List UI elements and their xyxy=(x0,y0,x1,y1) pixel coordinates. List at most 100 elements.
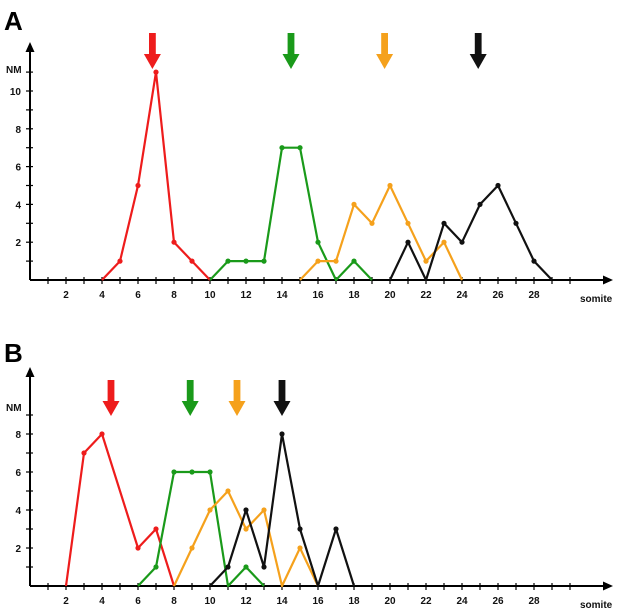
panel-b-x-axis-label: somite xyxy=(580,600,613,610)
panel-b-x-tick-label: 8 xyxy=(171,596,177,607)
panel-b-series-3-point xyxy=(225,488,231,494)
panel-b-label: B xyxy=(4,338,23,368)
panel-a-series-3-point xyxy=(369,220,375,226)
panel-a-label: A xyxy=(4,6,23,36)
panel-b-arrow-4 xyxy=(273,380,291,416)
panel-a-x-tick-label: 16 xyxy=(312,290,324,301)
panel-a-x-tick-label: 18 xyxy=(348,290,360,301)
panel-a-series-4-point xyxy=(477,201,483,207)
panel-a-x-tick-label: 20 xyxy=(384,290,396,301)
panel-b-x-tick-label: 2 xyxy=(63,596,69,607)
panel-b-series-4-point xyxy=(279,431,285,437)
panel-b-arrow-2 xyxy=(181,380,199,416)
panel-b-series-4-point xyxy=(261,564,267,570)
panel-a-series-2-point xyxy=(225,258,231,264)
panel-a-series-3-point xyxy=(351,201,357,207)
panel-b-x-tick-label: 6 xyxy=(135,596,141,607)
panel-b-x-tick-label: 16 xyxy=(312,596,324,607)
panel-a-y-tick-label: 10 xyxy=(10,87,22,98)
panel-a-series-3-point xyxy=(423,258,429,264)
panel-b-series-4-point xyxy=(297,526,303,532)
panel-b-x-tick-label: 4 xyxy=(99,596,105,607)
panel-a-series-1-point xyxy=(153,69,159,75)
panel-a-series-2-point xyxy=(243,258,249,264)
panel-a-arrow-3 xyxy=(376,33,394,69)
panel-b-series-4-point xyxy=(243,507,249,513)
panel-a-series-line-1 xyxy=(101,70,211,281)
panel-a-x-tick-label: 14 xyxy=(276,290,288,301)
panel-b-series-2-point xyxy=(243,564,249,570)
panel-b-x-tick-label: 26 xyxy=(492,596,504,607)
panel-a-series-3-point xyxy=(387,182,393,189)
panel-b-series-line-4 xyxy=(209,432,356,588)
panel-a-y-tick-label: 4 xyxy=(15,200,21,211)
panel-b-series-3-point xyxy=(207,507,213,513)
panel-a-series-4-point xyxy=(531,258,537,264)
panel-b-series-line-2 xyxy=(137,470,265,588)
panel-b-series-4-point xyxy=(225,564,231,570)
panel-a-x-tick-label: 26 xyxy=(492,290,504,301)
panel-b-series-3-point xyxy=(243,526,249,532)
panel-a-x-axis-label: somite xyxy=(580,294,613,305)
panel-a-series-3-point xyxy=(441,239,447,245)
panel-a-y-axis-label: NM xyxy=(6,65,22,76)
panel-b-y-tick-label: 2 xyxy=(15,544,21,555)
panel-b-series-1-point xyxy=(81,450,87,456)
panel-b-series-4-point xyxy=(333,526,339,532)
panel-a-x-tick-label: 24 xyxy=(456,290,468,301)
panel-b-y-tick-label: 8 xyxy=(15,430,21,441)
panel-a-series-line-3 xyxy=(299,184,463,281)
panel-a-x-tick-label: 8 xyxy=(171,290,177,301)
panel-a: A NM somite 2 4 6 8 10 12 14 16 18 20 22 24 26 282468… xyxy=(4,6,613,305)
panel-a-series-2-point xyxy=(279,145,285,151)
panel-a-x-axis-arrowhead xyxy=(603,275,613,285)
panel-a-series-2-point xyxy=(351,258,357,264)
panel-a-x-tick-label: 6 xyxy=(135,290,141,301)
panel-a-arrow-2 xyxy=(282,33,300,69)
panel-b-x-tick-label: 14 xyxy=(276,596,288,607)
panel-a-series-4-point xyxy=(459,239,465,245)
panel-a-series-3-point xyxy=(315,258,321,264)
panel-a-series-4-point xyxy=(513,220,519,226)
panel-b-series-2-point xyxy=(171,469,177,475)
panel-a-x-tick-label: 22 xyxy=(420,290,432,301)
panel-b-x-tick-label: 12 xyxy=(240,596,252,607)
panel-b-series-1-point xyxy=(99,431,105,437)
panel-b-x-tick-label: 22 xyxy=(420,596,432,607)
panel-b-series-2-point xyxy=(153,564,159,570)
panel-a-series-2-point xyxy=(315,239,321,245)
panel-b-x-tick-label: 10 xyxy=(204,596,216,607)
panel-b-series-2-point xyxy=(207,469,213,475)
panel-b-x-tick-label: 20 xyxy=(384,596,396,607)
panel-a-y-tick-label: 6 xyxy=(15,163,21,174)
panel-b-series-3-point xyxy=(189,545,195,551)
panel-b-series-3-point xyxy=(261,507,267,513)
panel-b-series-2-point xyxy=(189,469,195,475)
panel-a-x-tick-label: 4 xyxy=(99,290,105,301)
panel-b-series-1-point xyxy=(153,526,159,532)
panel-a-series-2-point xyxy=(261,258,267,264)
panel-b-y-tick-label: 4 xyxy=(15,506,21,517)
panel-a-arrow-4 xyxy=(469,33,487,69)
panel-a-y-tick-label: 8 xyxy=(15,125,21,136)
panel-a-series-1-point xyxy=(117,258,123,264)
panel-b-arrow-3 xyxy=(228,380,246,416)
panel-b-y-axis-arrowhead xyxy=(25,367,35,377)
panel-a-x-tick-label: 28 xyxy=(528,290,540,301)
panel-a-series-4-point xyxy=(441,220,447,226)
panel-a-series-3-point xyxy=(405,220,411,226)
panel-b-x-tick-label: 24 xyxy=(456,596,468,607)
panel-a-y-axis-arrowhead xyxy=(25,42,35,52)
panel-a-series-4-point xyxy=(405,239,411,245)
panel-a-series-1-point xyxy=(189,258,195,264)
panel-a-series-1-point xyxy=(135,182,141,189)
panel-b-y-tick-label: 6 xyxy=(15,468,21,479)
panel-b-x-axis-arrowhead xyxy=(603,581,613,591)
panel-a-y-tick-label: 2 xyxy=(15,238,21,249)
panel-a-x-tick-label: 12 xyxy=(240,290,252,301)
panel-a-series-4-point xyxy=(495,182,501,189)
panel-a-x-tick-label: 2 xyxy=(63,290,69,301)
panel-a-series-1-point xyxy=(171,239,177,245)
